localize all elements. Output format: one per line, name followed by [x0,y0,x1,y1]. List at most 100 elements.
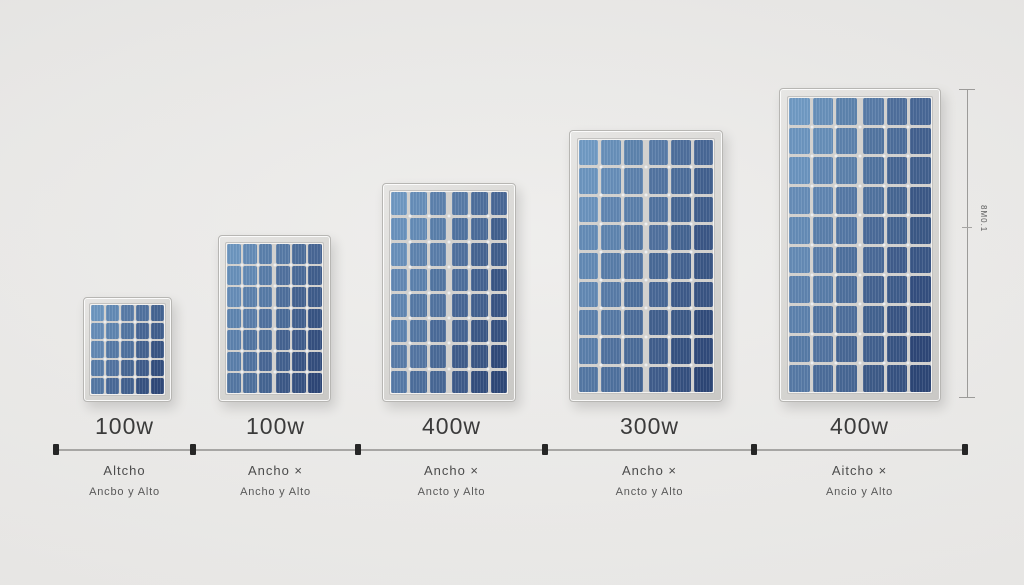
solar-cell [693,168,713,194]
solar-cell [227,287,241,307]
solar-cell [292,373,307,394]
solar-cell [693,140,713,166]
cell-row [579,338,713,364]
wattage-label: 400w [422,413,481,439]
solar-cell [151,341,164,358]
cell-row [579,366,713,392]
solar-cell [579,366,599,392]
solar-cell [242,244,257,264]
solar-cell [623,168,643,194]
cell-grid [225,242,324,395]
solar-cell [276,308,291,329]
solar-cell [579,168,599,194]
cell-row [227,351,322,372]
cell-row [579,140,713,166]
solar-cell [308,373,322,394]
solar-cell [836,187,858,214]
solar-cell [836,365,858,393]
solar-cell [693,196,713,222]
solar-cell [601,309,621,336]
cell-row [391,319,507,342]
solar-cell [227,373,241,394]
cell-row [789,187,932,214]
width-height-label: Ancho y Alto [240,486,311,498]
solar-cell [151,359,164,376]
solar-cell [910,187,932,214]
solar-cell [623,338,643,364]
solar-cell [812,335,834,363]
dimension-bottom-cap [959,397,975,398]
solar-cell [106,323,119,340]
solar-cell [242,351,257,372]
solar-cell [693,224,713,251]
panel-spec-segment-5: 400w Aitcho × Ancio y Alto [754,410,965,498]
solar-cell [471,243,488,266]
solar-cell [812,216,834,244]
solar-cell [276,351,291,372]
solar-cell [308,351,322,372]
panel-spec-segment-1: 100w Altcho Ancbo y Alto [56,410,193,498]
width-height-label: Ancio y Alto [825,486,894,498]
solar-cell [836,216,858,244]
solar-cell [789,276,810,303]
solar-cell [121,305,134,322]
axis-marker [542,444,548,455]
solar-cell [910,127,932,155]
solar-cell [910,276,932,303]
solar-cell [471,345,488,368]
solar-cell [863,157,884,185]
solar-cell [91,305,104,322]
solar-cell [490,243,507,266]
solar-cell [671,366,691,392]
solar-cell [601,338,621,364]
solar-cell [579,281,599,307]
solar-cell [886,335,908,363]
solar-cell [648,281,669,307]
solar-cell [789,98,810,125]
solar-cell [812,127,834,155]
width-label: Ancho × [423,463,480,478]
cell-grid [89,303,166,396]
solar-cell [308,308,322,329]
solar-cell [623,224,643,251]
solar-panel-panel-1 [83,297,172,402]
solar-cell [490,217,507,240]
cell-row [91,359,164,376]
solar-cell [910,335,932,363]
solar-cell [258,330,273,350]
solar-cell [623,253,643,279]
solar-cell [276,287,291,307]
solar-cell [671,168,691,194]
solar-cell [121,359,134,376]
solar-cell [106,341,119,358]
solar-cell [601,168,621,194]
solar-cell [292,287,307,307]
solar-cell [429,345,446,368]
cell-row [91,377,164,395]
cell-row [227,330,322,350]
solar-cell [242,287,257,307]
solar-cell [391,217,408,240]
solar-cell [648,196,669,222]
solar-cell [429,192,446,215]
solar-cell [863,305,884,333]
width-height-label: Ancto y Alto [417,486,486,498]
cell-row [789,305,932,333]
solar-cell [789,246,810,274]
solar-cell [601,253,621,279]
dimension-top-cap [959,89,975,90]
solar-cell [671,309,691,336]
solar-cell [227,351,241,372]
solar-cell [429,294,446,317]
solar-cell [693,253,713,279]
panel-spec-segment-4: 300w Ancho × Ancto y Alto [545,410,754,498]
width-label: Ancho × [621,463,678,478]
solar-cell [693,366,713,392]
solar-cell [151,323,164,340]
axis-marker [962,444,968,455]
solar-cell [227,330,241,350]
solar-cell [121,323,134,340]
solar-cell [863,246,884,274]
solar-cell [136,323,149,340]
solar-cell [106,377,119,395]
